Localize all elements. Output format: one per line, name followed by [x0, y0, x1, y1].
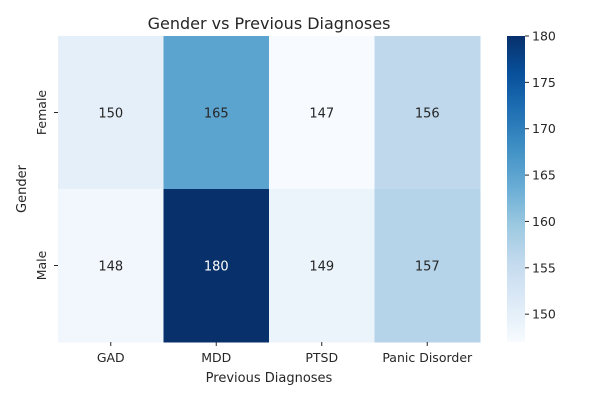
heatmap-cell — [374, 189, 481, 343]
heatmap-cell — [58, 189, 164, 343]
y-axis-label: Gender — [15, 164, 30, 213]
cell-value-label: 148 — [98, 260, 123, 275]
heatmap-cell — [269, 36, 375, 190]
x-tick-label: PTSD — [305, 350, 338, 365]
x-axis-label: Previous Diagnoses — [206, 371, 333, 386]
heatmap-cells: 150 165 147 156 148 180 149 157 — [58, 36, 481, 343]
cell-value-label: 150 — [98, 107, 123, 122]
cell-value-label: 180 — [204, 260, 229, 275]
x-tick-label: MDD — [201, 350, 231, 365]
colorbar-tick-label: 160 — [532, 214, 556, 229]
colorbar-tick-label: 155 — [532, 260, 556, 275]
colorbar-tick-label: 175 — [532, 75, 556, 90]
x-tick-label: Panic Disorder — [382, 350, 473, 365]
cell-value-label: 165 — [204, 107, 229, 122]
heatmap-cell — [269, 189, 375, 343]
colorbar — [507, 36, 525, 342]
colorbar-tick-label: 150 — [532, 307, 556, 322]
y-tick-label: Male — [34, 250, 49, 280]
cell-value-label: 147 — [309, 107, 334, 122]
cell-value-label: 149 — [309, 260, 334, 275]
chart-title: Gender vs Previous Diagnoses — [148, 14, 391, 33]
cell-value-label: 156 — [415, 107, 440, 122]
colorbar-ticks: 150 155 160 165 170 175 180 — [525, 29, 556, 322]
colorbar-tick-label: 170 — [532, 121, 556, 136]
cell-value-label: 157 — [415, 260, 440, 275]
heatmap-cell — [58, 36, 164, 190]
colorbar-tick-label: 165 — [532, 168, 556, 183]
heatmap-cell — [374, 36, 481, 190]
x-axis-ticks: GAD MDD PTSD Panic Disorder — [97, 342, 473, 365]
x-tick-label: GAD — [97, 350, 125, 365]
heatmap-cell — [163, 189, 270, 343]
y-tick-label: Female — [34, 90, 49, 136]
colorbar-tick-label: 180 — [532, 29, 556, 44]
y-axis-ticks: Female Male — [34, 90, 58, 280]
heatmap-cell — [163, 36, 270, 190]
